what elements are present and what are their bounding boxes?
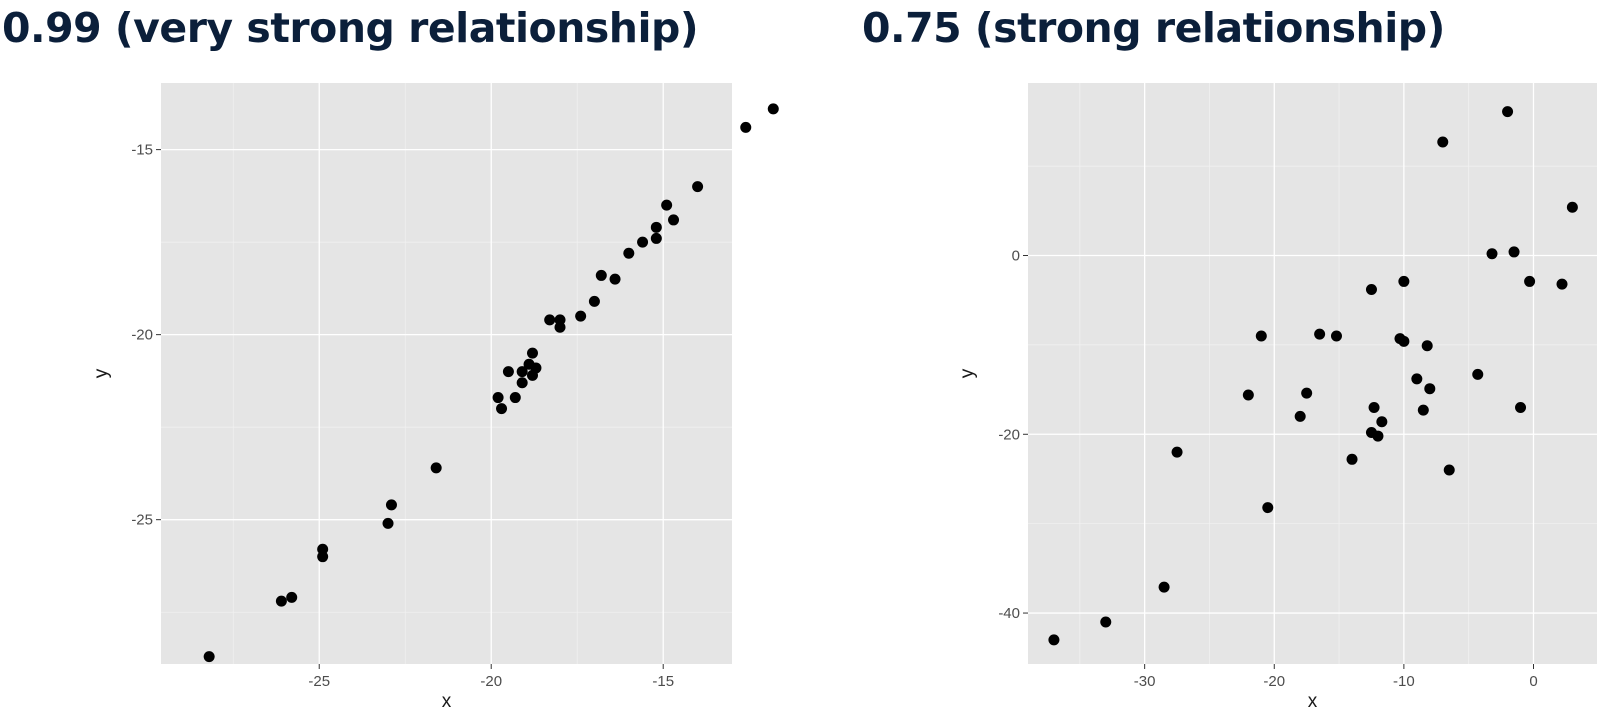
x-tick-label: -30 — [1134, 673, 1156, 690]
x-tick-label: 0 — [1529, 673, 1537, 690]
data-point — [1424, 383, 1435, 394]
data-point — [1100, 616, 1111, 627]
x-tick-label: -20 — [1263, 673, 1285, 690]
y-tick-label: -20 — [998, 426, 1020, 443]
y-axis-title: y — [957, 368, 978, 378]
data-point — [1411, 373, 1422, 384]
data-point — [1515, 402, 1526, 413]
data-point — [1256, 330, 1267, 341]
data-point — [1524, 276, 1535, 287]
data-point — [1314, 329, 1325, 340]
x-tick-label: -10 — [1393, 673, 1415, 690]
data-point — [1295, 411, 1306, 422]
data-point — [1347, 454, 1358, 465]
data-point — [1372, 431, 1383, 442]
y-tick-label: 0 — [1012, 248, 1020, 265]
data-point — [1437, 136, 1448, 147]
data-point — [1487, 248, 1498, 259]
data-point — [1376, 416, 1387, 427]
data-point — [1509, 246, 1520, 257]
data-point — [1422, 340, 1433, 351]
data-point — [1567, 202, 1578, 213]
data-point — [1369, 402, 1380, 413]
data-point — [1159, 582, 1170, 593]
data-point — [1366, 284, 1377, 295]
data-point — [1301, 388, 1312, 399]
data-point — [1557, 279, 1568, 290]
y-tick-label: -40 — [998, 605, 1020, 622]
x-axis-title: x — [1308, 691, 1318, 712]
data-point — [1418, 405, 1429, 416]
data-point — [1398, 276, 1409, 287]
data-point — [1331, 330, 1342, 341]
data-point — [1048, 634, 1059, 645]
data-point — [1262, 502, 1273, 513]
data-point — [1243, 389, 1254, 400]
data-point — [1472, 369, 1483, 380]
plot-panel-right — [1028, 83, 1597, 664]
data-point — [1444, 465, 1455, 476]
data-point — [1172, 447, 1183, 458]
data-point — [1502, 106, 1513, 117]
data-point — [1398, 336, 1409, 347]
